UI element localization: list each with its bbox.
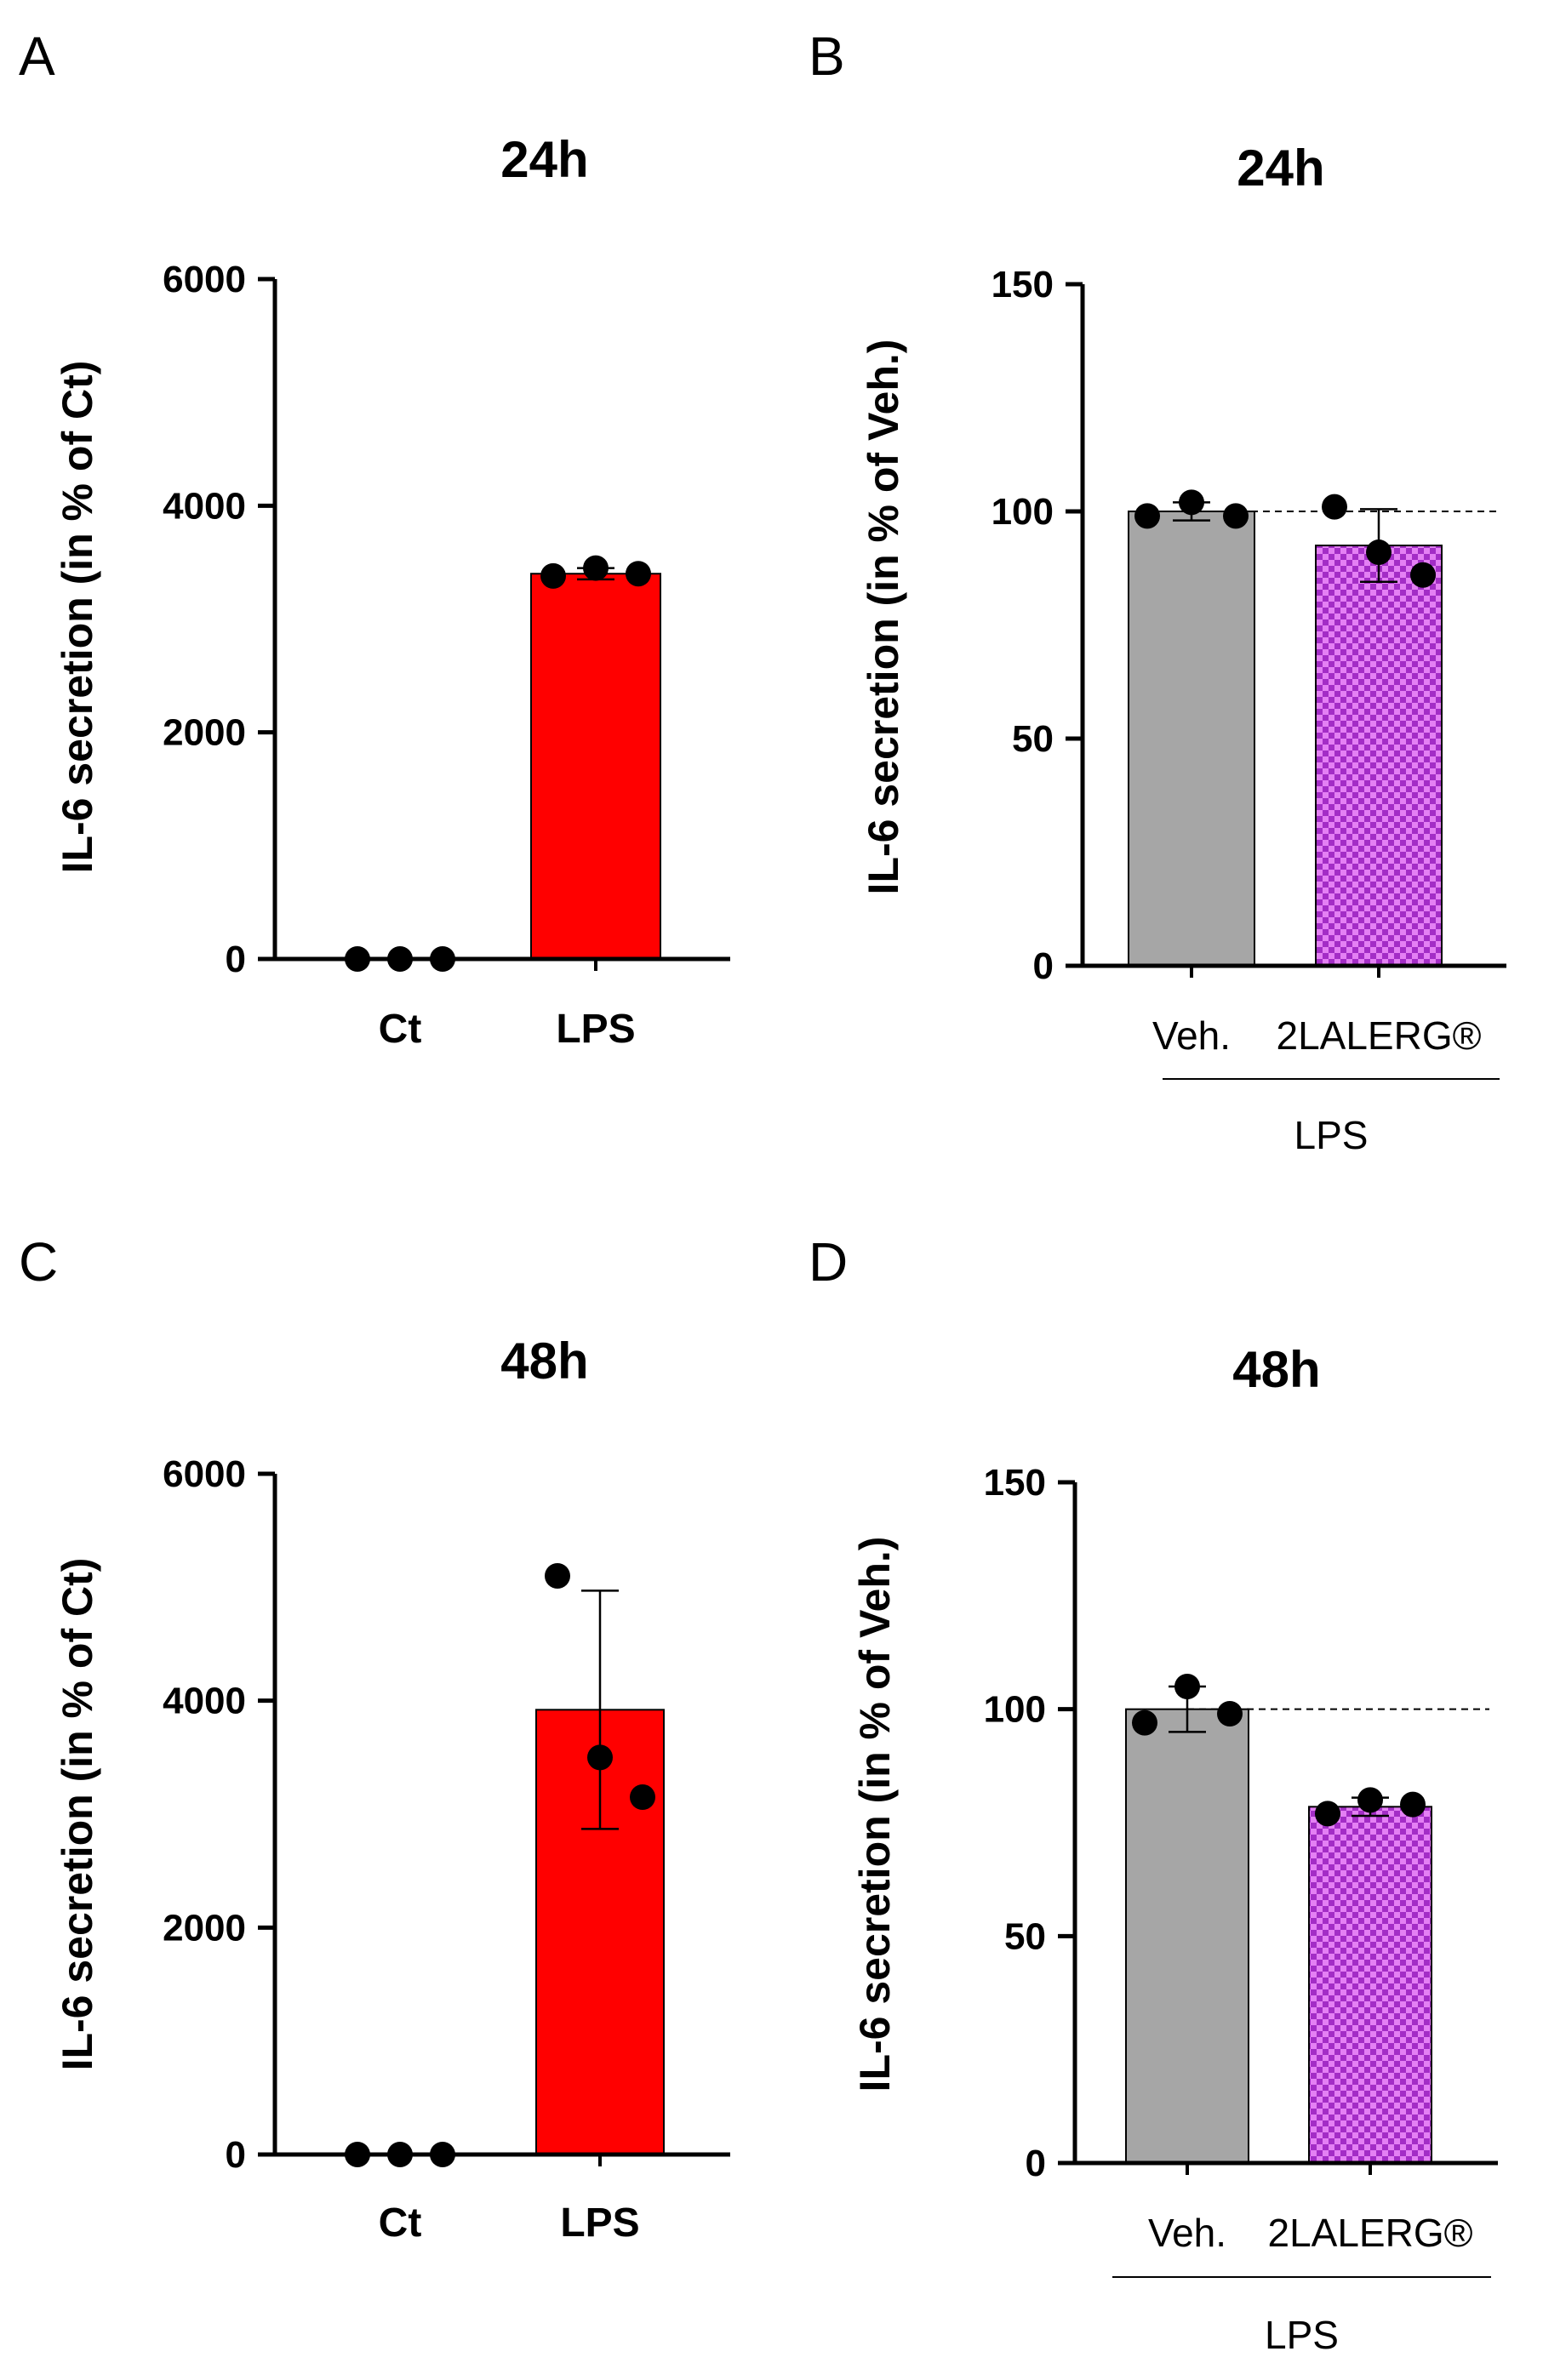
data-point <box>587 1744 613 1771</box>
y-axis-label: IL-6 secretion (in % of Ct) <box>54 361 101 874</box>
panel-letter: B <box>809 26 845 87</box>
data-point <box>540 562 566 589</box>
panel-letter: D <box>809 1231 848 1293</box>
data-point <box>1217 1701 1243 1726</box>
data-point <box>1357 1787 1383 1813</box>
x-tick-label: Ct <box>379 2200 422 2246</box>
bar-1 <box>1315 545 1443 967</box>
y-axis-label: IL-6 secretion (in % of Veh.) <box>851 1537 899 2092</box>
y-tick-label: 2000 <box>163 712 246 754</box>
y-tick-label: 4000 <box>163 485 246 527</box>
y-tick-label: 150 <box>984 1462 1046 1504</box>
y-tick-label: 0 <box>1033 945 1054 987</box>
data-point <box>1174 1674 1200 1699</box>
y-tick-label: 50 <box>1012 718 1054 760</box>
y-tick-label: 6000 <box>163 1453 246 1495</box>
data-point <box>1132 1709 1157 1736</box>
bar-1 <box>1308 1806 1432 2164</box>
bar-1 <box>530 573 661 960</box>
data-point <box>630 1784 655 1810</box>
y-tick-label: 50 <box>1004 1915 1046 1957</box>
x-tick-label: LPS <box>556 1007 635 1052</box>
y-axis-label: IL-6 secretion (in % of Veh.) <box>860 340 907 895</box>
chart-title: 48h <box>1232 1341 1320 1398</box>
panel-letter: A <box>19 26 55 87</box>
data-point <box>626 561 651 587</box>
data-point <box>1400 1791 1426 1818</box>
panel-c: C 48h IL-6 secretion (in % of Ct) Ct LPS 0 200… <box>19 1231 730 2246</box>
bar-0 <box>1125 1708 1249 2164</box>
y-axis-label: IL-6 secretion (in % of Ct) <box>54 1558 101 2071</box>
x-tick-label: LPS <box>560 2200 639 2246</box>
y-tick-label: 0 <box>1026 2143 1046 2184</box>
data-point <box>1223 503 1249 529</box>
y-tick-label: 0 <box>226 939 246 980</box>
chart-title: 48h <box>500 1333 588 1390</box>
y-tick-label: 6000 <box>163 259 246 300</box>
group-label: LPS <box>1294 1113 1369 1157</box>
x-tick-label: Veh. <box>1152 1013 1231 1058</box>
data-point <box>583 555 609 581</box>
data-point <box>1366 539 1392 566</box>
chart-title: 24h <box>500 131 588 188</box>
x-tick-label: Ct <box>379 1007 422 1052</box>
panel-d: D 48h IL-6 secretion (in % of Veh.) Veh. 2LA… <box>809 1231 1498 2357</box>
data-point <box>1134 503 1160 529</box>
bar-0 <box>1128 511 1255 967</box>
data-point <box>1322 494 1347 520</box>
x-tick-label: 2LALERG® <box>1276 1013 1481 1058</box>
y-tick-label: 0 <box>226 2134 246 2176</box>
x-tick-label: Veh. <box>1148 2211 1226 2255</box>
data-point <box>545 1563 570 1589</box>
y-tick-label: 100 <box>984 1689 1046 1731</box>
panel-b: B 24h IL-6 secretion (in % of Veh.) Veh. 2LA… <box>809 26 1506 1157</box>
y-tick-label: 2000 <box>163 1907 246 1949</box>
x-tick-label: 2LALERG® <box>1267 2211 1472 2255</box>
y-tick-label: 4000 <box>163 1681 246 1722</box>
data-point <box>1179 489 1204 516</box>
chart-title: 24h <box>1237 140 1324 197</box>
y-tick-label: 150 <box>992 264 1054 305</box>
y-tick-label: 100 <box>992 491 1054 533</box>
group-label: LPS <box>1265 2313 1339 2357</box>
data-point <box>1315 1801 1340 1827</box>
panel-a: A 24h IL-6 secretion (in % of Ct) Ct LPS 0 200… <box>19 26 730 1052</box>
data-point <box>1410 562 1436 588</box>
panel-letter: C <box>19 1231 58 1293</box>
